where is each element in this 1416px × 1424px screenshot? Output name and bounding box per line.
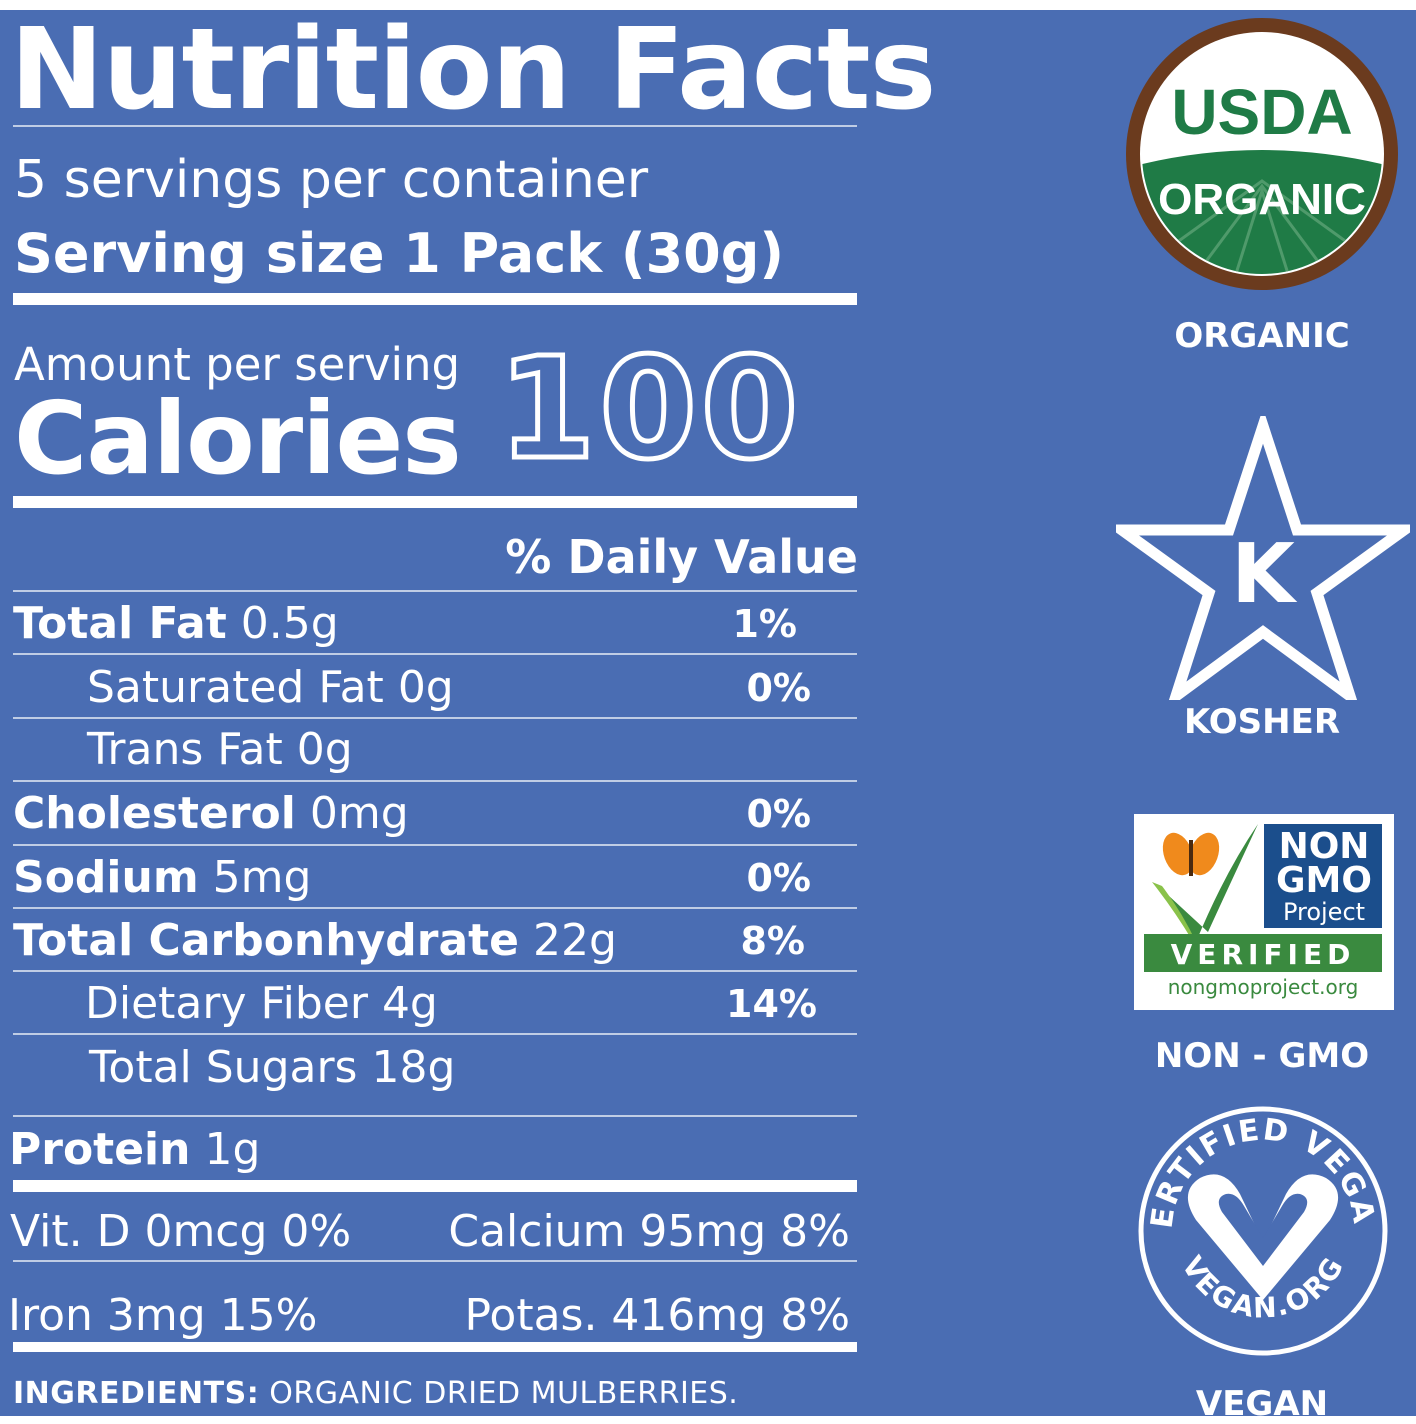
non-gmo-verified: VERIFIED xyxy=(1171,938,1356,971)
divider xyxy=(13,1115,857,1117)
vegan-heart-icon: CERTIFIED VEGAN VEGAN.ORG xyxy=(1120,1075,1388,1356)
divider xyxy=(13,590,857,592)
nutrient-name: Protein xyxy=(9,1124,191,1175)
nutrient-dv: 0% xyxy=(746,856,811,900)
nutrient-row-saturated-fat: Saturated Fat 0g 0% xyxy=(13,656,857,718)
kosher-badge: K xyxy=(1105,408,1416,711)
iron: Iron 3mg 15% xyxy=(8,1290,318,1341)
usda-seal-icon: USDA ORGANIC xyxy=(1126,18,1398,290)
nutrient-name: Trans Fat xyxy=(87,724,283,775)
calories-value: 100 xyxy=(495,326,803,494)
ingredients-label: INGREDIENTS: xyxy=(13,1376,260,1411)
usda-top-text: USDA xyxy=(1171,76,1352,148)
servings-per-container: 5 servings per container xyxy=(14,150,649,210)
svg-text:CERTIFIED VEGAN: CERTIFIED VEGAN xyxy=(1134,1102,1381,1230)
kosher-letter: K xyxy=(1231,527,1298,622)
divider xyxy=(13,970,857,972)
nutrient-row-protein: Protein 1g xyxy=(9,1118,857,1180)
nutrient-name: Total Fat xyxy=(13,598,227,649)
thick-divider xyxy=(13,293,857,305)
nutrient-amount: 0g xyxy=(397,662,454,713)
nutrient-amount: 0mg xyxy=(309,788,409,839)
nutrient-name: Dietary Fiber xyxy=(85,978,368,1029)
potassium: Potas. 416mg 8% xyxy=(464,1290,850,1341)
vegan-arc-top: CERTIFIED VEGAN xyxy=(1120,1075,1379,1230)
nutrient-dv: 14% xyxy=(726,982,817,1026)
divider xyxy=(13,125,857,127)
non-gmo-butterfly-icon: NON GMO Project VERIFIED nongmoproject.o… xyxy=(1144,824,1382,999)
ingredients: INGREDIENTS: ORGANIC DRIED MULBERRIES. xyxy=(13,1376,738,1411)
nutrient-name: Saturated Fat xyxy=(87,662,384,713)
nutrient-row-dietary-fiber: Dietary Fiber 4g 14% xyxy=(13,972,857,1034)
nutrient-amount: 1g xyxy=(204,1124,261,1175)
non-gmo-project-badge: NON GMO Project VERIFIED nongmoproject.o… xyxy=(1134,814,1394,1010)
vitamin-d: Vit. D 0mcg 0% xyxy=(10,1206,352,1257)
non-gmo-line2: GMO xyxy=(1276,860,1372,901)
usda-bottom-text: ORGANIC xyxy=(1158,175,1366,224)
daily-value-header: % Daily Value xyxy=(505,530,858,584)
nutrient-amount: 4g xyxy=(381,978,438,1029)
kosher-star-icon: K xyxy=(1105,408,1416,711)
nutrient-amount: 5mg xyxy=(212,852,312,903)
thick-divider xyxy=(13,1342,857,1352)
organic-caption: ORGANIC xyxy=(1174,316,1350,356)
nutrient-row-total-fat: Total Fat 0.5g 1% xyxy=(13,592,857,654)
nutrient-dv: 8% xyxy=(740,919,805,963)
divider xyxy=(13,780,857,782)
usda-organic-seal: USDA ORGANIC xyxy=(1124,16,1400,292)
divider xyxy=(13,717,857,719)
thick-divider xyxy=(13,496,857,508)
certified-vegan-badge: CERTIFIED VEGAN VEGAN.ORG xyxy=(1120,1075,1392,1360)
nutrient-name: Total Sugars xyxy=(89,1042,358,1093)
nutrient-dv: 1% xyxy=(732,602,797,646)
vegan-caption: VEGAN xyxy=(1195,1384,1329,1424)
nutrition-facts-title: Nutrition Facts xyxy=(10,5,936,135)
thick-divider xyxy=(13,1180,857,1192)
divider xyxy=(13,1033,857,1035)
nutrient-row-cholesterol: Cholesterol 0mg 0% xyxy=(13,782,857,844)
amount-per-serving: Amount per serving xyxy=(14,338,461,391)
nutrient-dv: 0% xyxy=(746,792,811,836)
serving-size: Serving size 1 Pack (30g) xyxy=(14,222,785,285)
divider xyxy=(13,653,857,655)
non-gmo-caption: NON - GMO xyxy=(1154,1036,1370,1076)
non-gmo-line1: NON xyxy=(1279,826,1370,867)
divider xyxy=(13,907,857,909)
nutrient-row-sodium: Sodium 5mg 0% xyxy=(13,846,857,908)
nutrient-amount: 0g xyxy=(296,724,353,775)
ingredients-text: ORGANIC DRIED MULBERRIES. xyxy=(269,1376,739,1411)
nutrient-name: Cholesterol xyxy=(13,788,296,839)
divider xyxy=(13,844,857,846)
nutrient-amount: 0.5g xyxy=(240,598,339,649)
calories-label: Calories xyxy=(14,380,462,497)
nutrient-row-total-sugars: Total Sugars 18g xyxy=(13,1036,857,1098)
nutrient-amount: 18g xyxy=(371,1042,456,1093)
divider xyxy=(13,1260,857,1262)
nutrient-row-trans-fat: Trans Fat 0g xyxy=(13,718,857,780)
nutrient-name: Sodium xyxy=(13,852,199,903)
calcium: Calcium 95mg 8% xyxy=(448,1206,850,1257)
non-gmo-url: nongmoproject.org xyxy=(1168,975,1359,999)
nutrient-dv: 0% xyxy=(746,666,811,710)
nutrient-amount: 22g xyxy=(533,915,617,966)
nutrient-row-total-carbohydrate: Total Carbonhydrate 22g 8% xyxy=(13,909,857,971)
non-gmo-line3: Project xyxy=(1283,898,1365,926)
nutrient-name: Total Carbonhydrate xyxy=(13,915,520,966)
kosher-caption: KOSHER xyxy=(1183,702,1341,742)
